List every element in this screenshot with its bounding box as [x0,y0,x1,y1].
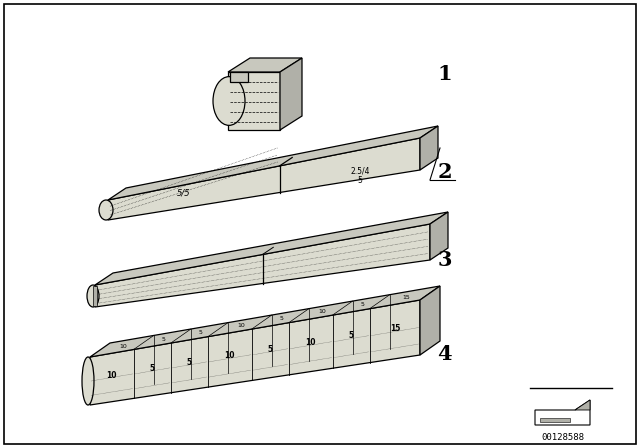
Text: 2: 2 [438,163,452,182]
Text: 15: 15 [390,324,400,333]
Polygon shape [95,224,430,307]
Polygon shape [430,212,448,260]
Text: 4: 4 [438,344,452,364]
Polygon shape [90,286,440,357]
Text: 5/5: 5/5 [177,189,191,198]
Text: 10: 10 [305,338,316,347]
Text: 5: 5 [268,345,273,353]
Text: 5: 5 [349,332,354,340]
Polygon shape [420,286,440,355]
Text: 10: 10 [119,344,127,349]
Ellipse shape [82,357,94,405]
Text: 00128588: 00128588 [541,432,584,441]
Ellipse shape [87,285,99,307]
Polygon shape [540,418,570,422]
Polygon shape [228,72,280,130]
Polygon shape [108,138,420,220]
Polygon shape [575,400,590,410]
Polygon shape [95,212,448,285]
Text: 15: 15 [402,295,410,300]
Polygon shape [90,300,420,405]
Ellipse shape [99,200,113,220]
Polygon shape [228,58,302,72]
Text: 10: 10 [318,310,326,314]
Polygon shape [280,58,302,130]
Text: 3: 3 [438,250,452,270]
Text: 5: 5 [280,316,284,321]
Text: 10: 10 [225,351,235,360]
Text: 5: 5 [357,176,362,185]
Text: 5: 5 [198,330,202,335]
Text: 5: 5 [187,358,192,367]
Text: 2.5/4: 2.5/4 [350,167,369,176]
Polygon shape [535,400,590,425]
Text: 10: 10 [237,323,244,328]
Polygon shape [420,126,438,170]
Text: 1: 1 [438,64,452,84]
Text: 5: 5 [161,337,165,342]
Text: 5: 5 [360,302,364,307]
Polygon shape [108,126,438,200]
Text: 5: 5 [150,364,155,373]
Polygon shape [230,72,248,82]
Ellipse shape [213,77,245,125]
Polygon shape [93,286,97,306]
Text: 10: 10 [107,370,117,379]
